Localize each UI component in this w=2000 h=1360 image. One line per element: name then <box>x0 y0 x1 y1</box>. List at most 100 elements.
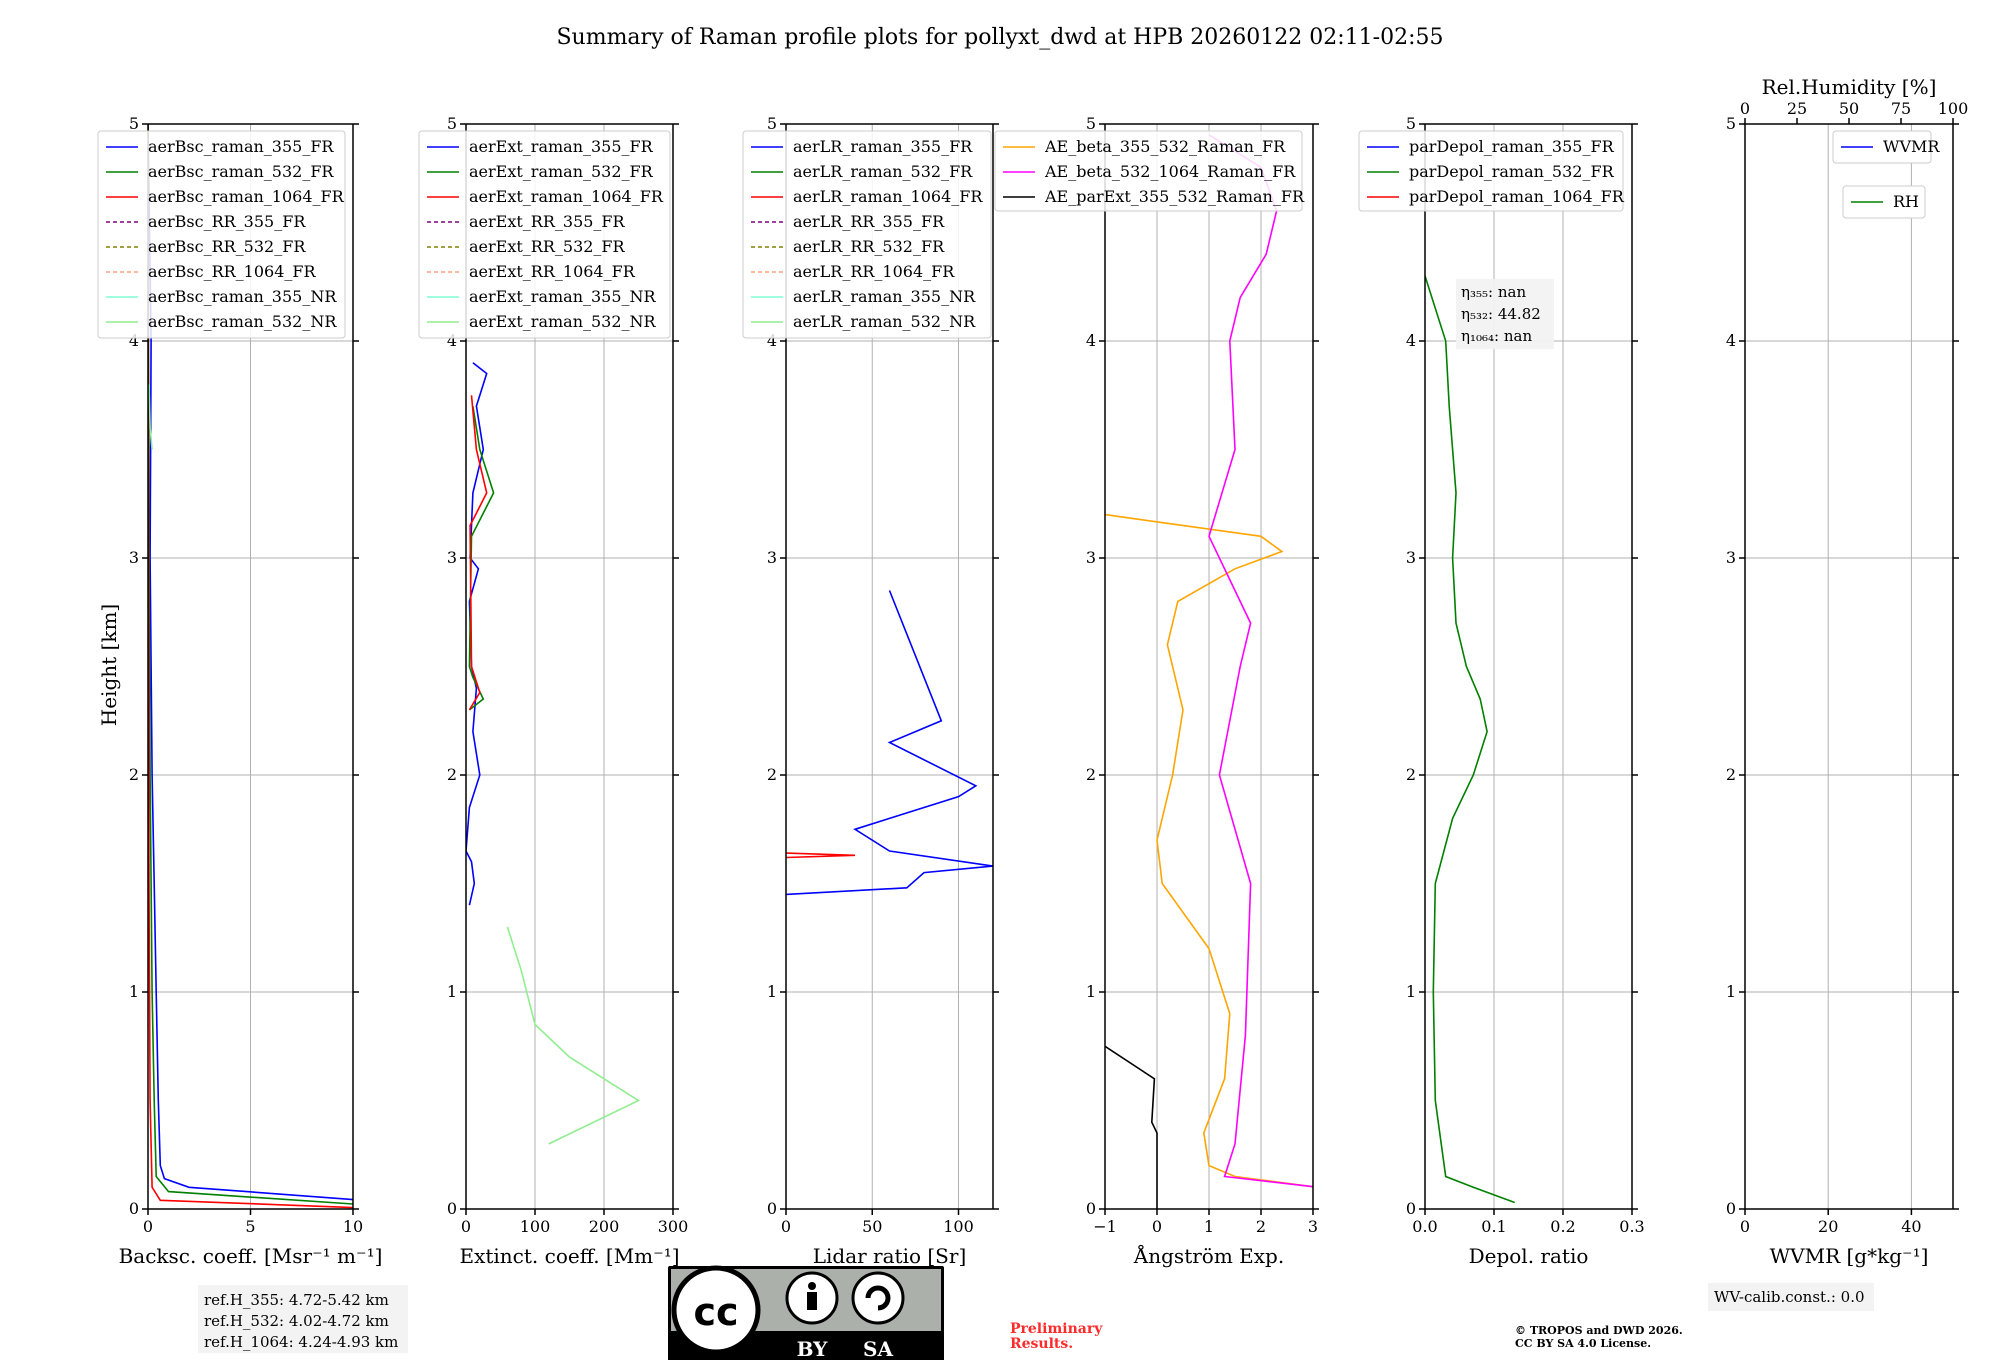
y-tick-label: 1 <box>129 982 139 1001</box>
x-tick-label: 300 <box>658 1217 689 1236</box>
x-tick-label: 0 <box>1740 1217 1750 1236</box>
ref-height-box: ref.H_355: 4.72-5.42 km ref.H_532: 4.02-… <box>198 1285 408 1353</box>
legend-entry: aerLR_raman_532_FR <box>793 162 973 181</box>
preliminary-line1: Preliminary <box>1010 1321 1103 1337</box>
series-AE_beta_532_1064_Raman_FR <box>1208 134 1313 1188</box>
x-axis-label: Extinct. coeff. [Mm⁻¹] <box>459 1244 679 1268</box>
x-tick-label: 0.1 <box>1481 1217 1506 1236</box>
ref-h-1064: ref.H_1064: 4.24-4.93 km <box>204 1333 398 1351</box>
y-tick-label: 5 <box>129 114 139 133</box>
x-tick-label: 1 <box>1204 1217 1214 1236</box>
x-tick-label: 0 <box>461 1217 471 1236</box>
legend-entry: aerBsc_raman_355_NR <box>148 287 337 306</box>
top-x-tick-label: 0 <box>1740 99 1750 118</box>
legend-lidar_ratio: aerLR_raman_355_FR aerLR_raman_532_FR aerL… <box>742 130 992 339</box>
x-tick-label: 20 <box>1818 1217 1838 1236</box>
legend-entry: aerBsc_raman_532_FR <box>148 162 334 181</box>
series-aerBsc_raman_355_FR <box>148 124 353 1201</box>
legend-entry: aerExt_raman_532_FR <box>469 162 654 181</box>
legend-entry: aerLR_raman_355_FR <box>793 137 973 156</box>
y-tick-label: 0 <box>767 1199 777 1218</box>
eta-355: η₃₅₅: nan <box>1461 283 1526 301</box>
y-tick-label: 2 <box>767 765 777 784</box>
svg-text:cc: cc <box>693 1290 738 1334</box>
x-tick-label: 100 <box>520 1217 551 1236</box>
x-axis-label: Ångström Exp. <box>1133 1243 1284 1268</box>
series-aerLR_raman_355_FR <box>786 590 993 896</box>
x-tick-label: 0.0 <box>1412 1217 1437 1236</box>
x-tick-label: 10 <box>343 1217 363 1236</box>
y-tick-label: 2 <box>447 765 457 784</box>
y-tick-label: 3 <box>1726 548 1736 567</box>
legend-entry: aerBsc_raman_355_FR <box>148 137 334 156</box>
share-alike-icon <box>851 1271 905 1325</box>
legend-entry: parDepol_raman_532_FR <box>1409 162 1615 181</box>
y-tick-label: 1 <box>1726 982 1736 1001</box>
y-tick-label: 0 <box>1726 1199 1736 1218</box>
legend-depolarization: parDepol_raman_355_FR parDepol_raman_532_… <box>1358 130 1625 212</box>
legend-entry: aerLR_raman_1064_FR <box>793 187 983 206</box>
x-axis-label: Lidar ratio [Sr] <box>813 1244 967 1268</box>
x-tick-label: −1 <box>1093 1217 1117 1236</box>
top-x-tick-label: 75 <box>1891 99 1911 118</box>
subplot-backscatter: 0 1 2 3 4 5 0 5 10 Backsc. coeff. [Msr⁻¹ m⁻¹] aerB… <box>97 114 383 1268</box>
top-x-axis-label: Rel.Humidity [%] <box>1762 75 1937 99</box>
y-tick-label: 2 <box>129 765 139 784</box>
legend-entry: aerExt_raman_355_FR <box>469 137 654 156</box>
series-AE_beta_355_532_Raman_FR <box>1105 513 1313 1188</box>
x-axis-label: Depol. ratio <box>1469 1244 1589 1268</box>
x-tick-label: 2 <box>1256 1217 1266 1236</box>
y-tick-label: 5 <box>1086 114 1096 133</box>
badge-by: BY <box>797 1337 829 1360</box>
series-aerExt_raman_1064_FR <box>468 395 488 711</box>
y-tick-label: 1 <box>1406 982 1416 1001</box>
legend-extinction: aerExt_raman_355_FR aerExt_raman_532_FRae… <box>418 130 671 339</box>
legend-angstrom: AE_beta_355_532_Raman_FR AE_beta_532_1064… <box>994 130 1305 212</box>
copyright-line2: CC BY SA 4.0 License. <box>1515 1337 1651 1350</box>
x-axis-label: Backsc. coeff. [Msr⁻¹ m⁻¹] <box>119 1244 383 1268</box>
top-x-tick-label: 25 <box>1787 99 1807 118</box>
legend-entry: AE_parExt_355_532_Raman_FR <box>1044 187 1305 206</box>
x-tick-label: 0 <box>1152 1217 1162 1236</box>
legend-water_vapor: WVMR RH <box>1832 130 1940 219</box>
eta-box: η₃₅₅: nan η₅₃₂: 44.82 η₁₀₆₄: nan <box>1456 279 1554 349</box>
legend-entry: aerBsc_raman_532_NR <box>148 312 337 331</box>
legend-entry: parDepol_raman_1064_FR <box>1409 187 1625 206</box>
y-tick-label: 4 <box>1086 331 1096 350</box>
y-tick-label: 0 <box>1086 1199 1096 1218</box>
y-tick-label: 2 <box>1726 765 1736 784</box>
legend-entry: aerBsc_RR_1064_FR <box>148 262 317 281</box>
y-tick-label: 5 <box>767 114 777 133</box>
eta-532: η₅₃₂: 44.82 <box>1461 305 1541 323</box>
y-tick-label: 5 <box>1406 114 1416 133</box>
legend-entry: aerLR_RR_532_FR <box>793 237 945 256</box>
x-tick-label: 0.3 <box>1619 1217 1644 1236</box>
y-tick-label: 1 <box>767 982 777 1001</box>
ref-h-532: ref.H_532: 4.02-4.72 km <box>204 1312 389 1330</box>
x-axis-label: WVMR [g*kg⁻¹] <box>1770 1244 1929 1268</box>
legend-entry: aerLR_RR_1064_FR <box>793 262 955 281</box>
legend-entry: aerExt_raman_1064_FR <box>469 187 664 206</box>
figure-title: Summary of Raman profile plots for polly… <box>556 25 1443 50</box>
y-tick-label: 0 <box>1406 1199 1416 1218</box>
series-aerExt_raman_532_NR <box>506 926 641 1145</box>
subplot-extinction: 0 1 2 3 4 5 0 100 200 300 Extinct. coeff. [Mm⁻¹] ae… <box>418 114 689 1268</box>
x-tick-label: 100 <box>943 1217 974 1236</box>
x-tick-label: 3 <box>1308 1217 1318 1236</box>
y-tick-label: 3 <box>767 548 777 567</box>
wv-calib-text: WV-calib.const.: 0.0 <box>1714 1288 1865 1306</box>
legend-backscatter: aerBsc_raman_355_FR aerBsc_raman_532_FRae… <box>97 130 346 339</box>
y-tick-label: 0 <box>447 1199 457 1218</box>
series-parDepol_raman_532_FR <box>1425 275 1515 1204</box>
preliminary-line2: Results. <box>1010 1336 1073 1352</box>
legend-entry: aerExt_raman_355_NR <box>469 287 657 306</box>
legend-entry: parDepol_raman_355_FR <box>1409 137 1615 156</box>
cc-logo-icon <box>671 1265 761 1355</box>
legend-entry: AE_beta_532_1064_Raman_FR <box>1044 162 1296 181</box>
legend-entry: aerLR_RR_355_FR <box>793 212 945 231</box>
x-tick-label: 50 <box>862 1217 882 1236</box>
x-tick-label: 0.2 <box>1550 1217 1575 1236</box>
y-tick-label: 4 <box>447 331 457 350</box>
